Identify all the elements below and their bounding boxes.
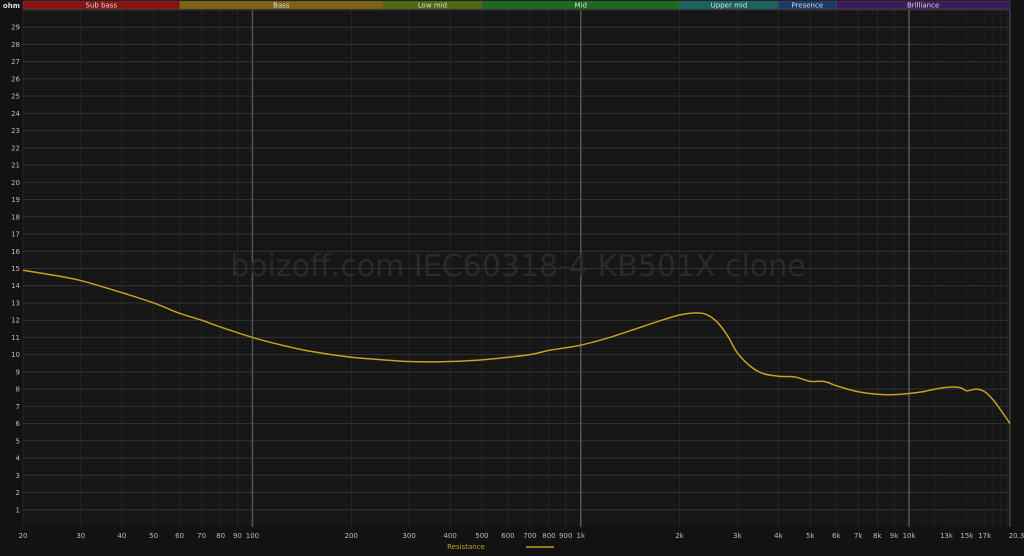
x-tick-label: 15k (960, 532, 974, 540)
x-tick-label: 40 (117, 532, 126, 540)
x-tick-label: 500 (475, 532, 488, 540)
x-tick-label: 13k (940, 532, 954, 540)
y-tick-label: 10 (11, 351, 20, 359)
y-tick-label: 6 (16, 420, 21, 428)
y-tick-label: 12 (11, 317, 20, 325)
legend: Resistance (447, 543, 554, 551)
y-tick-label: 23 (11, 127, 20, 135)
y-tick-label: 4 (16, 455, 21, 463)
x-tick-label: 4k (774, 532, 783, 540)
x-tick-label: 80 (216, 532, 225, 540)
frequency-bands: Sub bass Bass Low mid Mid Upper mid Presence B… (22, 0, 1011, 10)
y-tick-label: 1 (16, 506, 20, 514)
y-tick-label: 13 (11, 299, 20, 307)
y-tick-label: 17 (11, 231, 20, 239)
y-tick-label: 9 (16, 368, 20, 376)
y-tick-label: 7 (16, 403, 20, 411)
x-tick-label: 200 (345, 532, 358, 540)
y-tick-label: 5 (16, 437, 20, 445)
x-tick-label: 60 (175, 532, 184, 540)
x-tick-label: 5k (806, 532, 815, 540)
y-tick-label: 11 (11, 334, 20, 342)
x-tick-label: 100 (246, 532, 259, 540)
x-tick-label: 1k (577, 532, 586, 540)
x-tick-label: 3k (733, 532, 742, 540)
x-tick-label: 400 (443, 532, 456, 540)
x-tick-label: 300 (402, 532, 415, 540)
band-brilliance (835, 0, 1011, 10)
x-tick-label: 17k (978, 532, 992, 540)
grid (22, 9, 1011, 527)
y-tick-label: 8 (16, 386, 20, 394)
watermark: boizoff.com IEC60318-4 KB501X clone (230, 249, 806, 284)
x-tick-label: 90 (233, 532, 242, 540)
y-tick-label: 2 (16, 489, 20, 497)
y-tick-label: 20 (11, 179, 20, 187)
y-axis-unit: ohm (3, 2, 20, 10)
y-tick-label: 18 (11, 213, 20, 221)
x-ticks: 20 30 40 50 60 70 80 90 100 200 300 400 500 600 700 800… (19, 532, 1024, 540)
band-label: Sub bass (86, 2, 118, 10)
y-tick-label: 27 (11, 58, 20, 66)
x-tick-label: 30 (76, 532, 85, 540)
y-tick-label: 24 (11, 110, 20, 118)
y-tick-label: 29 (11, 24, 20, 32)
y-tick-label: 22 (11, 144, 20, 152)
x-tick-label: 700 (523, 532, 536, 540)
x-tick-label: 50 (149, 532, 158, 540)
y-tick-label: 19 (11, 196, 20, 204)
y-ticks: 1234567891011121314151617181920212223242… (11, 24, 20, 515)
x-tick-label: 600 (501, 532, 514, 540)
y-tick-label: 28 (11, 41, 20, 49)
band-label: Mid (575, 2, 587, 10)
band-label: Presence (791, 2, 823, 10)
y-tick-label: 16 (11, 248, 20, 256)
x-tick-label: 6k (832, 532, 841, 540)
legend-label: Resistance (447, 543, 485, 551)
y-tick-label: 26 (11, 75, 20, 83)
x-tick-label: 800 (542, 532, 555, 540)
series-line-resistance (22, 269, 1011, 425)
x-tick-label: 20.3kHz (1009, 532, 1024, 540)
series-layer (22, 269, 1011, 425)
y-tick-label: 14 (11, 282, 20, 290)
band-label: Brilliance (907, 2, 939, 10)
y-tick-label: 15 (11, 265, 20, 273)
x-tick-label: 7k (854, 532, 863, 540)
band-label: Bass (273, 2, 290, 10)
x-tick-label: 8k (873, 532, 882, 540)
x-tick-label: 2k (675, 532, 684, 540)
x-tick-label: 9k (890, 532, 899, 540)
x-tick-label: 900 (559, 532, 572, 540)
x-tick-label: 10k (903, 532, 917, 540)
band-label: Upper mid (711, 2, 748, 10)
y-tick-label: 25 (11, 93, 20, 101)
x-tick-label: 70 (197, 532, 206, 540)
x-tick-label: 20 (19, 532, 28, 540)
y-tick-label: 3 (16, 472, 20, 480)
band-label: Low mid (418, 2, 447, 10)
y-tick-label: 21 (11, 162, 20, 170)
